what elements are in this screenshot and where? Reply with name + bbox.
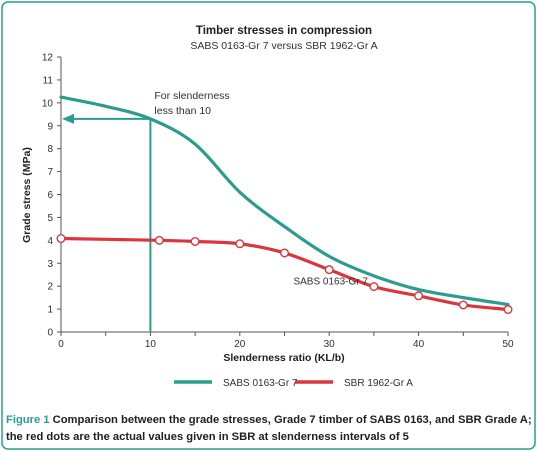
legend-label-sbr: SBR 1962-Gr A	[344, 378, 413, 389]
sbr-data-point	[458, 300, 468, 310]
sbr-data-point	[324, 265, 334, 275]
y-tick-label: 0	[47, 328, 53, 339]
y-tick-label: 8	[47, 144, 53, 155]
legend: SABS 0163-Gr 7 SBR 1962-Gr A	[174, 378, 413, 389]
y-tick-label: 11	[43, 75, 54, 86]
caption-line-1: Comparison between the grade stresses, G…	[49, 414, 532, 426]
y-tick-label: 9	[47, 121, 53, 132]
y-tick-label: 12	[42, 53, 54, 64]
chart-title: Timber stresses in compression	[196, 25, 372, 37]
series-line-sbr	[59, 236, 510, 312]
y-tick-label: 1	[47, 305, 53, 316]
caption-figure-label: Figure 1	[6, 414, 50, 426]
caption-line-2: the red dots are the actual values given…	[6, 431, 409, 443]
sbr-data-point	[503, 305, 513, 315]
x-tick-label: 30	[324, 339, 336, 350]
sbr-data-point	[190, 236, 200, 246]
x-tick-label: 10	[145, 339, 157, 350]
sbr-data-point	[56, 233, 66, 243]
y-tick-label: 10	[42, 98, 54, 109]
x-axis-label: Slenderness ratio (KL/b)	[223, 352, 344, 364]
x-tick-label: 20	[234, 339, 246, 350]
sbr-data-point	[235, 239, 245, 249]
x-tick-label: 40	[413, 339, 425, 350]
legend-label-sabs: SABS 0163-Gr 7	[223, 378, 298, 389]
series-line-sabs	[59, 95, 510, 307]
sbr-data-point	[369, 282, 379, 292]
annotation-series-label: SABS 0163-Gr 7	[293, 277, 368, 288]
annotation-text-line2: less than 10	[154, 105, 211, 117]
figure-caption: Figure 1 Comparison between the grade st…	[6, 412, 534, 446]
chart-subtitle: SABS 0163-Gr 7 versus SBR 1962-Gr A	[190, 40, 377, 52]
x-tick-label: 0	[58, 339, 64, 350]
y-tick-label: 7	[47, 167, 53, 178]
x-tick-label: 50	[502, 339, 514, 350]
y-tick-label: 5	[47, 213, 53, 224]
annotation-text-line1: For slenderness	[154, 90, 229, 102]
y-tick-label: 6	[47, 190, 53, 201]
sbr-data-point	[280, 248, 290, 258]
y-tick-label: 2	[47, 282, 53, 293]
sbr-data-point	[414, 291, 424, 301]
sbr-data-point	[154, 235, 164, 245]
y-axis-label: Grade stress (MPa)	[21, 147, 33, 243]
annotation-arrowhead	[62, 113, 74, 124]
y-tick-label: 3	[47, 259, 53, 270]
y-tick-label: 4	[47, 236, 53, 247]
